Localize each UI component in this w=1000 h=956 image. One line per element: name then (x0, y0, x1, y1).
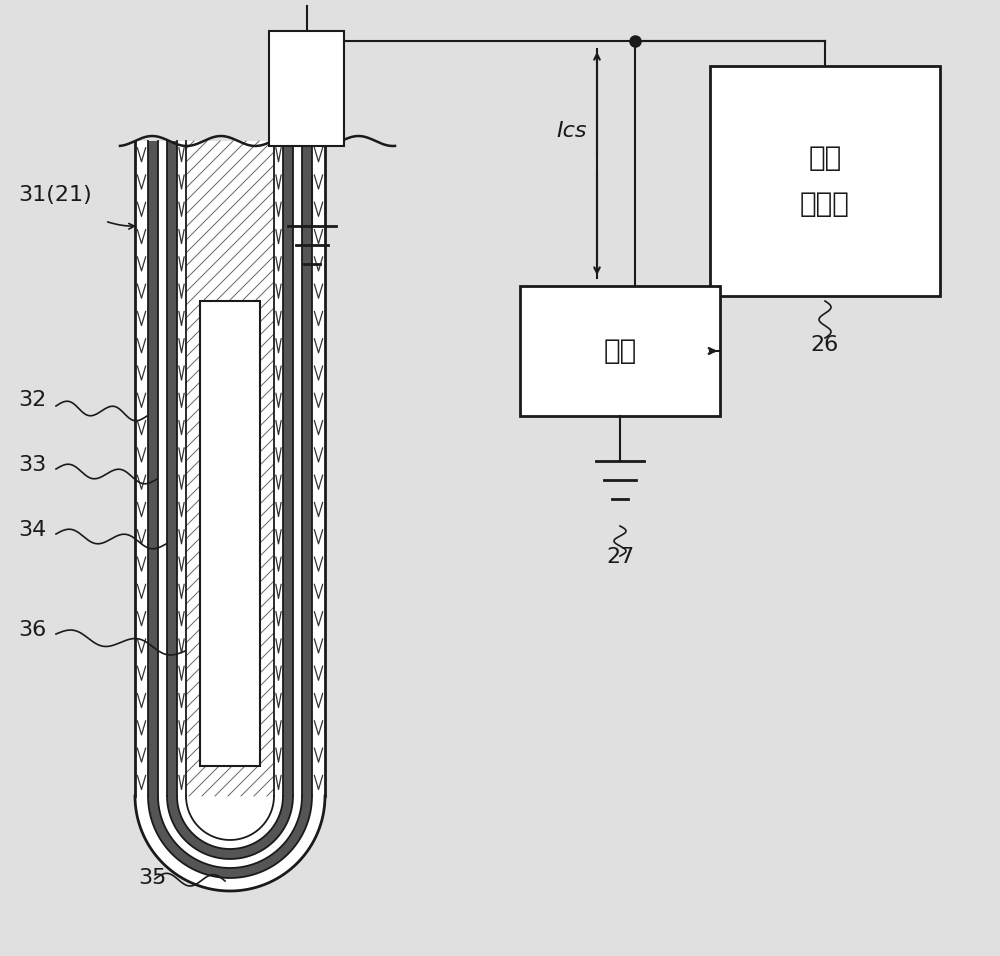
Bar (269, 31, 344, 146)
Text: 34: 34 (18, 520, 46, 540)
Polygon shape (167, 141, 293, 859)
Polygon shape (177, 141, 283, 849)
Text: 27: 27 (606, 547, 634, 567)
Polygon shape (135, 141, 325, 891)
Text: Ics: Ics (556, 121, 587, 141)
Text: 32: 32 (18, 390, 46, 410)
Polygon shape (186, 141, 274, 840)
Bar (200, 301, 260, 766)
Text: 微型
计算机: 微型 计算机 (800, 144, 850, 218)
Text: 33: 33 (18, 455, 46, 475)
Bar (520, 286, 720, 416)
Text: 31(21): 31(21) (18, 185, 92, 205)
Polygon shape (148, 141, 312, 878)
Text: 26: 26 (811, 335, 839, 355)
Bar (710, 66, 940, 296)
Text: 36: 36 (18, 620, 46, 640)
Polygon shape (158, 141, 302, 868)
Text: 35: 35 (138, 868, 166, 888)
Text: 电路: 电路 (603, 337, 637, 365)
